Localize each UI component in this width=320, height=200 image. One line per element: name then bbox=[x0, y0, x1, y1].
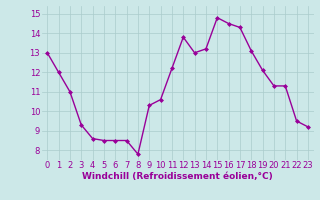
X-axis label: Windchill (Refroidissement éolien,°C): Windchill (Refroidissement éolien,°C) bbox=[82, 172, 273, 181]
